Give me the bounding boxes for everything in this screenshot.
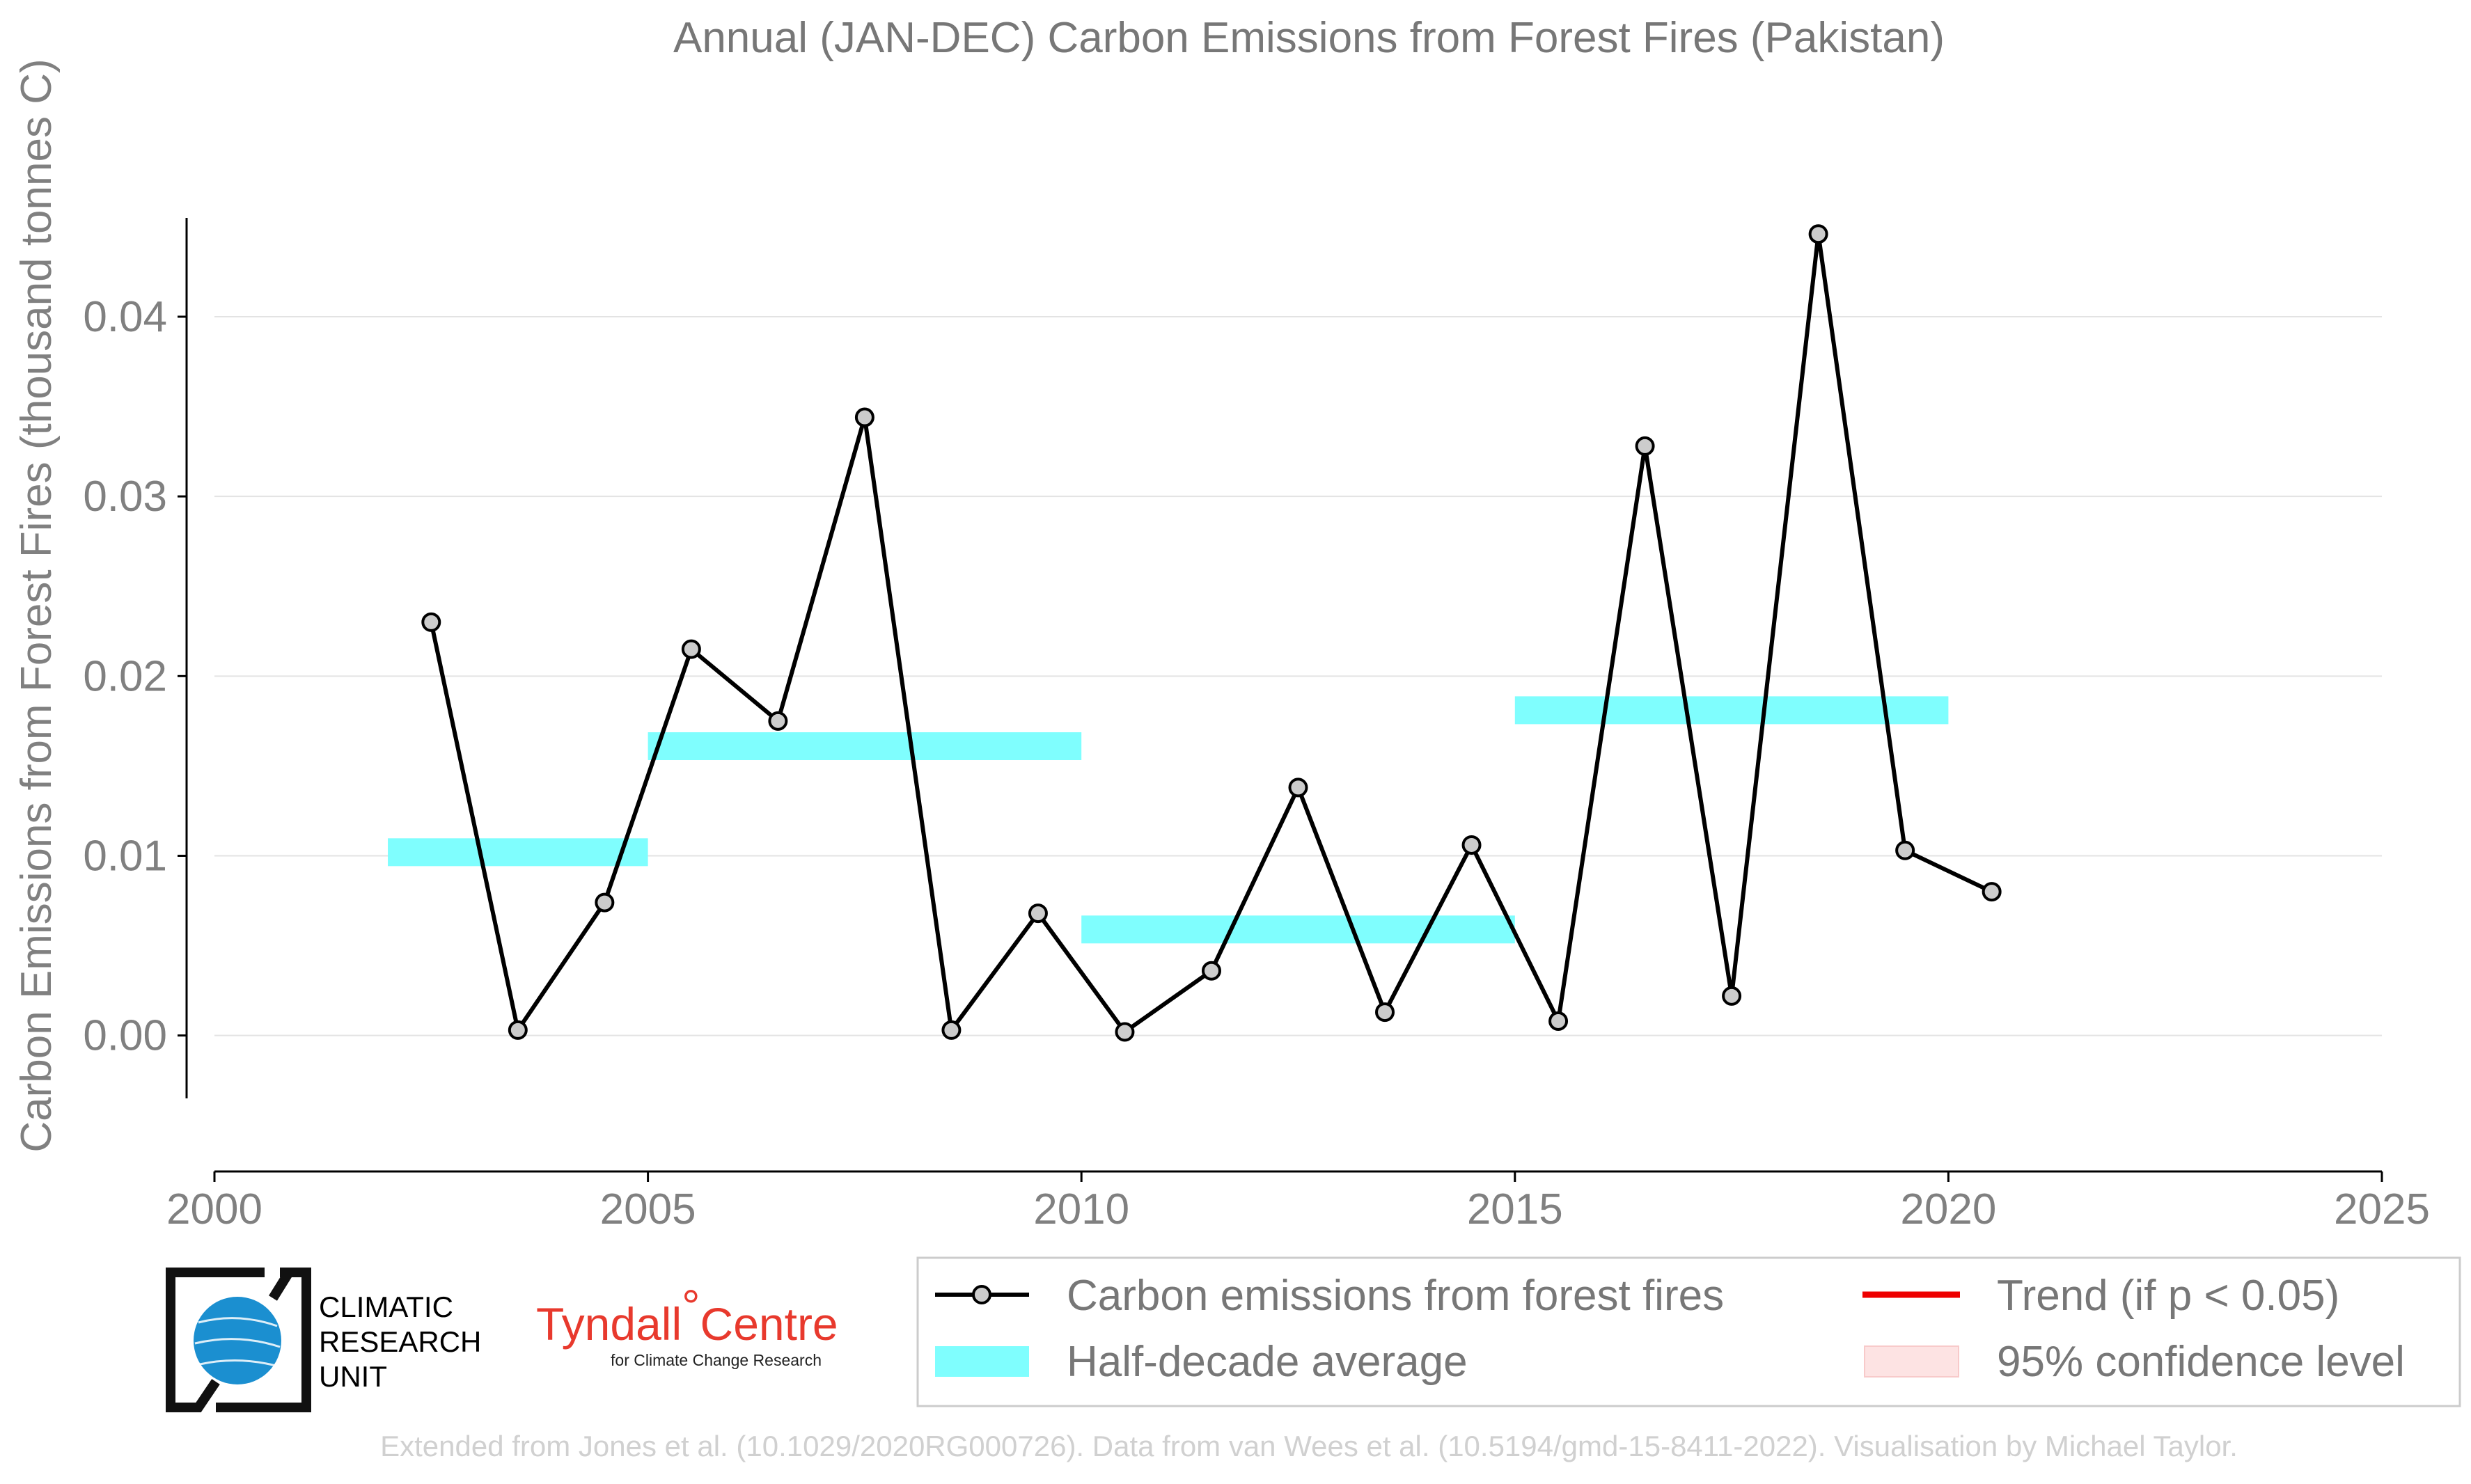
data-point xyxy=(1722,986,1742,1006)
legend-average-label: Half-decade average xyxy=(1067,1338,1468,1386)
cru-logo: CLIMATIC RESEARCH UNIT xyxy=(166,1268,481,1412)
legend-emissions-marker xyxy=(972,1285,991,1304)
cru-bracket-left xyxy=(166,1268,265,1412)
cru-line-2: RESEARCH xyxy=(319,1325,481,1358)
half-decade-bar xyxy=(388,838,648,867)
half-decade-bar xyxy=(1081,915,1515,944)
data-point xyxy=(508,1020,528,1040)
x-tick-label: 2000 xyxy=(166,1185,262,1233)
data-point xyxy=(1201,961,1221,981)
y-tick-label: 0.02 xyxy=(83,652,167,700)
half-decade-bar xyxy=(648,732,1082,760)
cru-bracket-right xyxy=(216,1268,311,1412)
data-point xyxy=(941,1020,962,1040)
data-point xyxy=(1461,835,1482,855)
data-point xyxy=(1982,882,2002,902)
x-tick-label: 2005 xyxy=(600,1185,696,1233)
data-point xyxy=(1808,224,1828,244)
chart-title: Annual (JAN-DEC) Carbon Emissions from F… xyxy=(673,14,1945,62)
legend-box xyxy=(916,1256,2461,1407)
data-point xyxy=(681,639,701,659)
y-tick-label: 0.03 xyxy=(83,473,167,521)
legend-average-swatch xyxy=(935,1346,1029,1377)
half-decade-average-bands xyxy=(388,696,1949,944)
legend: Carbon emissions from forest fires Trend… xyxy=(916,1256,2461,1407)
data-point xyxy=(1028,903,1048,924)
x-tick-label: 2010 xyxy=(1033,1185,1129,1233)
emissions-line xyxy=(429,233,1993,1036)
half-decade-bar xyxy=(1514,696,1949,725)
data-point xyxy=(1375,1002,1395,1023)
y-tick-label: 0.04 xyxy=(83,293,167,341)
cru-line-3: UNIT xyxy=(319,1360,387,1393)
tyndall-logo: Tyndall°Centre for Climate Change Resear… xyxy=(536,1280,838,1369)
data-point xyxy=(1635,436,1655,456)
data-point xyxy=(1548,1011,1569,1031)
cru-line-1: CLIMATIC xyxy=(319,1290,453,1323)
y-tick-label: 0.01 xyxy=(83,832,167,880)
x-tick-label: 2025 xyxy=(2334,1185,2430,1233)
x-ticks: 2000 2005 2010 2015 2020 2025 xyxy=(166,1171,2430,1233)
legend-confidence-label: 95% confidence level xyxy=(1997,1338,2405,1386)
tyndall-tagline: for Climate Change Research xyxy=(611,1351,822,1369)
footer-credit: Extended from Jones et al. (10.1029/2020… xyxy=(380,1430,2238,1462)
data-point xyxy=(1115,1022,1135,1042)
data-point xyxy=(768,711,788,731)
y-ticks: 0.00 0.01 0.02 0.03 0.04 xyxy=(83,293,187,1060)
data-point xyxy=(1895,840,1915,860)
y-axis-label: Carbon Emissions from Forest Fires (thou… xyxy=(13,58,61,1152)
data-point xyxy=(421,612,441,632)
emissions-series xyxy=(421,224,2002,1042)
data-point xyxy=(854,407,874,427)
legend-confidence-swatch xyxy=(1864,1345,1959,1378)
tyndall-wordmark: Tyndall°Centre xyxy=(536,1280,838,1350)
y-tick-label: 0.00 xyxy=(83,1012,167,1060)
globe-latitudes xyxy=(194,1317,281,1367)
legend-emissions-label: Carbon emissions from forest fires xyxy=(1067,1272,1724,1320)
legend-trend-label: Trend (if p < 0.05) xyxy=(1997,1272,2339,1320)
x-tick-label: 2020 xyxy=(1900,1185,1996,1233)
data-point xyxy=(595,892,615,913)
x-tick-label: 2015 xyxy=(1467,1185,1563,1233)
data-point xyxy=(1288,777,1308,798)
